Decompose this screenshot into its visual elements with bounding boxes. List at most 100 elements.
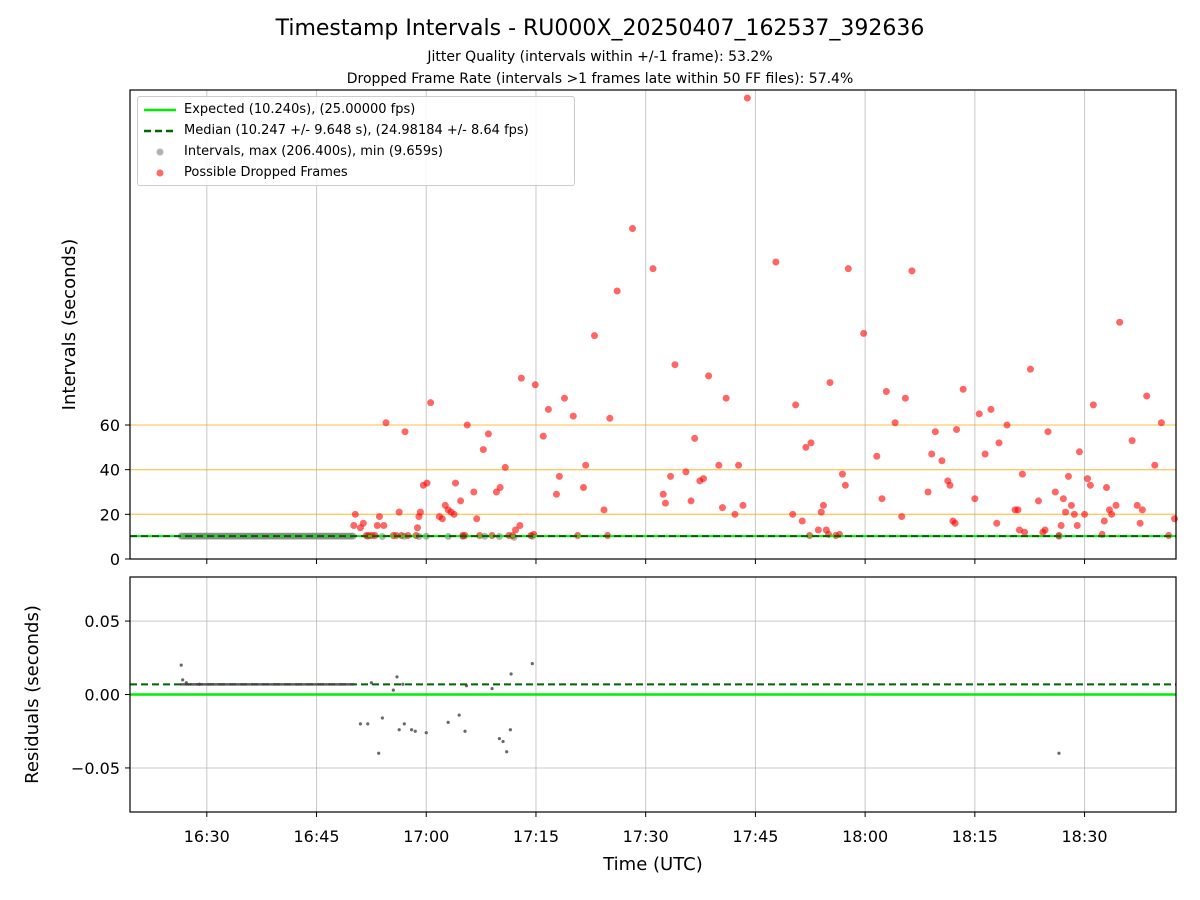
dropped-frame-point xyxy=(1103,484,1111,492)
dropped-frame-point xyxy=(1116,318,1124,326)
dropped-frame-point xyxy=(463,421,471,429)
dropped-frame-point xyxy=(667,472,675,480)
dropped-frame-point xyxy=(600,506,608,514)
dropped-frame-point xyxy=(569,412,577,420)
dropped-frame-point xyxy=(552,490,560,498)
dropped-frame-point xyxy=(981,450,989,458)
dropped-frame-point xyxy=(882,388,890,395)
dropped-frame-point xyxy=(590,332,598,340)
residual-point xyxy=(490,687,494,691)
dropped-frame-point xyxy=(423,479,431,487)
top-plot-frame xyxy=(129,89,1177,560)
residual-point xyxy=(530,662,534,666)
dropped-frame-point xyxy=(380,522,388,529)
dropped-frame-point xyxy=(938,457,946,465)
dropped-frame-point xyxy=(841,481,849,489)
dropped-frame-point xyxy=(792,401,800,409)
dropped-frame-point xyxy=(416,508,424,516)
dropped-frame-point xyxy=(350,522,358,529)
residual-point xyxy=(358,722,363,726)
residual-point xyxy=(509,672,513,676)
dropped-frame-point xyxy=(908,267,916,275)
bottom-y-tick-label: 0.00 xyxy=(84,686,120,705)
dropped-frame-point xyxy=(789,510,797,518)
intervals-panel: 0 20 40 60 Intervals (seconds) xyxy=(59,89,1179,569)
residual-point xyxy=(401,682,405,686)
dropped-frame-point xyxy=(1034,497,1042,505)
x-tick-label: 16:30 xyxy=(184,827,230,846)
dropped-frame-point xyxy=(531,381,539,389)
dropped-frame-point xyxy=(878,495,886,503)
dropped-frame-point xyxy=(373,522,381,529)
dropped-frame-point xyxy=(511,526,519,534)
dropped-frame-point xyxy=(1083,475,1091,483)
legend-line-dashed-icon xyxy=(144,129,176,133)
dropped-frame-point xyxy=(722,394,730,402)
dropped-frame-point xyxy=(705,372,713,380)
dropped-frame-point xyxy=(1081,510,1089,518)
dropped-frame-point xyxy=(772,258,780,266)
residual-point xyxy=(508,728,512,732)
residuals-panel: −0.05 0.00 0.05 16:30 16:45 17:00 17:15 17:30 17… xyxy=(22,576,1177,875)
dropped-frame-point xyxy=(1018,470,1026,478)
dropped-frame-point xyxy=(359,519,367,527)
dropped-frame-point xyxy=(995,439,1003,447)
dropped-frame-point xyxy=(427,399,435,407)
dropped-frame-point xyxy=(496,484,504,492)
dropped-frame-point xyxy=(718,504,726,512)
dropped-frame-point xyxy=(951,519,959,527)
dropped-frame-point xyxy=(1067,501,1075,509)
dropped-frame-point xyxy=(413,524,421,532)
residual-point xyxy=(397,728,401,732)
dropped-frame-point xyxy=(814,526,822,534)
residual-point xyxy=(413,729,417,733)
residual-point xyxy=(446,720,450,725)
residual-point xyxy=(351,682,355,686)
bottom-y-axis-label: Residuals (seconds) xyxy=(22,605,43,784)
legend-gray-dot-icon xyxy=(156,148,164,156)
dropped-frame-point xyxy=(953,425,961,433)
dropped-frame-point xyxy=(735,461,743,469)
dropped-frame-point xyxy=(580,484,588,492)
dropped-frame-point xyxy=(661,499,669,507)
legend-line-solid-icon xyxy=(144,108,176,112)
chart-title: Timestamp Intervals - RU000X_20250407_16… xyxy=(275,16,925,41)
dropped-frame-point xyxy=(560,394,568,402)
residual-point xyxy=(463,729,467,733)
dropped-frame-point xyxy=(1062,508,1070,516)
dropped-frame-point xyxy=(898,513,906,521)
legend-item-dropped: Possible Dropped Frames xyxy=(138,164,574,182)
dropped-frame-point xyxy=(517,374,525,382)
dropped-frame-point xyxy=(401,428,409,436)
dropped-frame-point xyxy=(438,515,446,523)
dropped-frame-point xyxy=(1157,419,1165,427)
top-y-axis-label: Intervals (seconds) xyxy=(59,239,80,411)
dropped-frame-point xyxy=(987,405,995,413)
bottom-plot-frame xyxy=(129,576,1177,813)
residual-point xyxy=(380,716,384,720)
dropped-frame-point xyxy=(539,432,547,440)
residual-point xyxy=(366,722,370,726)
x-tick-label: 18:15 xyxy=(952,827,998,846)
dropped-frame-point xyxy=(687,497,695,505)
legend-label-median: Median (10.247 +/- 9.648 s), (24.98184 +… xyxy=(184,123,529,138)
dropped-frame-point xyxy=(1089,401,1097,409)
dropped-frame-point xyxy=(731,510,739,518)
dropped-frame-point xyxy=(682,468,690,476)
dropped-frame-point xyxy=(649,265,657,273)
dropped-frame-point xyxy=(1051,488,1059,496)
dropped-frame-point xyxy=(1112,501,1120,509)
dropped-frame-point xyxy=(931,428,939,436)
dropped-frame-point xyxy=(1003,421,1011,429)
residual-point xyxy=(391,688,395,692)
dropped-frame-point xyxy=(473,515,481,523)
top-y-tick-label: 60 xyxy=(100,416,120,435)
dropped-frame-point xyxy=(479,446,487,454)
legend-red-dot-icon xyxy=(156,169,164,177)
residual-point xyxy=(410,728,414,732)
dropped-frame-point xyxy=(1100,517,1108,525)
chart-subtitle-dropped: Dropped Frame Rate (intervals >1 frames … xyxy=(346,71,854,87)
residual-point xyxy=(377,751,381,755)
dropped-frame-point xyxy=(975,410,983,418)
